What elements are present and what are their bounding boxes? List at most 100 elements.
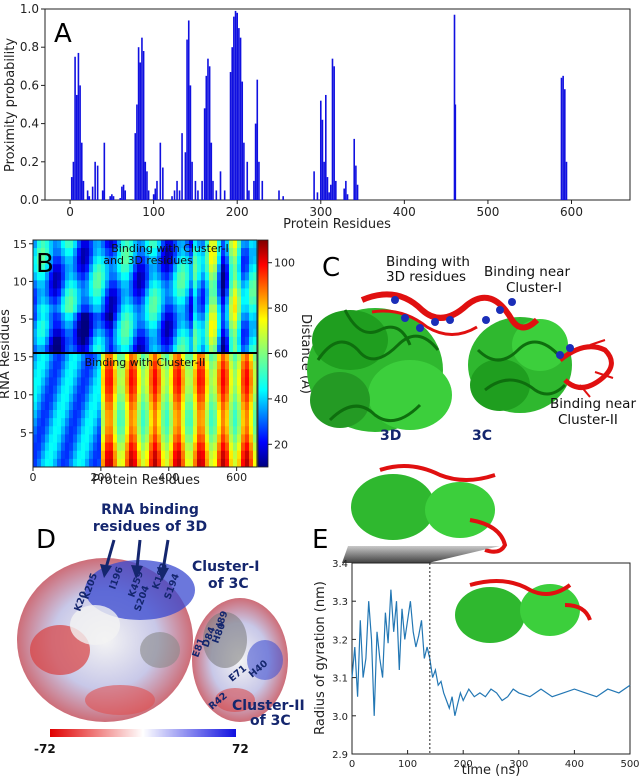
heat-cell [57, 328, 62, 338]
cbar-tick-label-3: 80 [274, 302, 288, 315]
bar-63 [238, 28, 240, 200]
heat-cell [237, 312, 242, 322]
heat-cell [81, 304, 86, 314]
heat-cell [221, 361, 226, 370]
bar-50 [205, 75, 208, 200]
heat-cell [65, 458, 70, 468]
heat-cell [149, 393, 154, 403]
heat-cell [213, 393, 218, 403]
heat-cell [221, 272, 226, 281]
heat-cell [165, 426, 170, 435]
heat-cell [233, 393, 238, 403]
heat-cell [181, 336, 186, 346]
heat-cell [205, 450, 210, 460]
heat-cell [101, 434, 106, 444]
heat-cell [165, 353, 170, 362]
heat-cell [193, 401, 198, 411]
heat-cell [177, 418, 182, 427]
heat-cell [89, 385, 94, 395]
heat-cell [141, 280, 146, 289]
heat-cell [65, 264, 70, 273]
heat-cell [193, 385, 198, 395]
heat-cell [145, 296, 150, 306]
heat-cell [237, 280, 242, 289]
heat-cell [229, 418, 234, 427]
heat-cell [157, 401, 162, 411]
heat-cell [165, 304, 170, 314]
heat-cell [217, 385, 222, 395]
heat-cell [101, 288, 106, 297]
bar-52 [208, 66, 211, 200]
heat-cell [105, 304, 110, 314]
heat-cell [57, 426, 62, 435]
heat-cell [201, 393, 206, 403]
heat-cell [129, 304, 134, 314]
heat-cell [205, 312, 210, 322]
heat-cell [49, 442, 54, 452]
bar-27 [142, 51, 145, 200]
heat-cell [177, 328, 182, 338]
heat-cell [77, 410, 82, 419]
panel-e-snapshot-inset [455, 579, 592, 643]
heat-cell [249, 418, 254, 427]
heat-cell [161, 240, 166, 249]
heat-cell [53, 434, 58, 444]
panel-e-snapshot-top [351, 464, 508, 554]
heat-cell [53, 264, 58, 273]
heat-cell [233, 296, 238, 306]
heat-cell [241, 240, 246, 249]
heat-cell [201, 369, 206, 378]
bar-29 [146, 171, 148, 200]
heat-cell [213, 264, 218, 273]
bar-45 [191, 161, 193, 200]
heat-cell [241, 336, 246, 346]
heat-cell [169, 418, 174, 427]
heat-cell [37, 442, 42, 452]
heat-cell [241, 361, 246, 370]
heat-cell [201, 272, 206, 281]
bar-54 [212, 180, 214, 200]
heat-cell [229, 410, 234, 419]
heat-cell [229, 344, 234, 354]
heat-cell [121, 280, 126, 289]
heat-cell [33, 393, 38, 403]
bar-18 [119, 198, 122, 200]
heat-cell [241, 401, 246, 411]
heat-cell [225, 336, 230, 346]
bar-34 [159, 142, 162, 200]
heat-cell [145, 248, 150, 257]
heat-cell [173, 450, 178, 460]
heat-cell [37, 393, 42, 403]
heat-cell [117, 369, 122, 378]
heat-cell [129, 272, 134, 281]
panel-c-label-cluster1-line2: Cluster-I [506, 280, 562, 296]
heat-cell [85, 296, 90, 306]
heat-cell [101, 410, 106, 419]
heat-cell [169, 344, 174, 354]
heat-cell [153, 240, 158, 249]
heat-cell [109, 256, 114, 265]
heat-cell [73, 288, 78, 297]
surface-3c [192, 598, 288, 722]
heat-cell [89, 369, 94, 378]
heat-cell [133, 304, 138, 314]
heat-cell [209, 369, 214, 378]
heat-cell [145, 434, 150, 444]
heat-cell [149, 410, 154, 419]
heat-cell [45, 256, 50, 265]
heat-cell [201, 377, 206, 387]
heat-cell [201, 296, 206, 306]
heat-cell [53, 240, 58, 249]
heat-cell [173, 458, 178, 468]
heat-cell [109, 288, 114, 297]
heat-cell [253, 296, 258, 306]
heat-cell [109, 296, 114, 306]
heat-cell [185, 458, 190, 468]
heat-cell [173, 288, 178, 297]
heat-cell [85, 418, 90, 427]
heat-cell [141, 256, 146, 265]
heat-cell [93, 458, 98, 468]
heat-cell [141, 344, 146, 354]
heat-cell [81, 248, 86, 257]
heat-cell [189, 353, 194, 362]
